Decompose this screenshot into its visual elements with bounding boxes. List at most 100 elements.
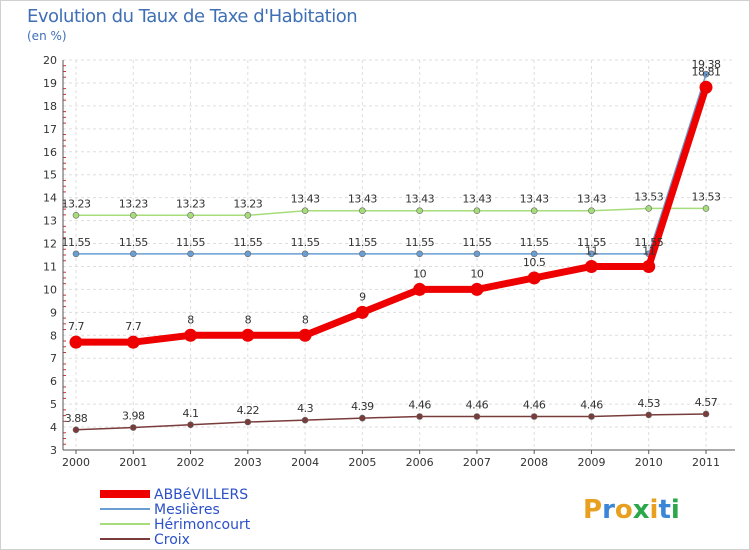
x-tick-label: 2010 (635, 456, 663, 469)
data-label: 10.5 (523, 256, 546, 269)
y-tick-label: 18 (43, 100, 57, 113)
data-point (530, 250, 538, 258)
data-point (126, 335, 140, 349)
data-label: 10 (413, 267, 426, 280)
chart-subtitle: (en %) (27, 29, 67, 43)
data-label: 11.55 (348, 236, 377, 249)
data-label: 8 (245, 313, 252, 326)
data-point (301, 250, 309, 258)
data-point (72, 250, 80, 258)
y-tick-label: 7 (50, 352, 57, 365)
data-label: 13.23 (119, 197, 148, 210)
y-tick-label: 6 (50, 375, 57, 388)
x-tick-label: 2000 (62, 456, 90, 469)
data-point (187, 421, 194, 429)
data-label: 13.23 (176, 197, 205, 210)
data-point (645, 205, 653, 212)
data-point (129, 250, 137, 258)
y-tick-label: 11 (43, 260, 57, 273)
x-tick-label: 2009 (577, 456, 605, 469)
data-point (473, 413, 481, 420)
data-label: 13.43 (462, 193, 491, 206)
data-label: 13.43 (405, 193, 434, 206)
data-point (355, 305, 369, 319)
data-label: 13.53 (692, 190, 721, 203)
data-label: 18.81 (692, 65, 721, 78)
data-point (359, 250, 366, 258)
y-tick-label: 19 (43, 77, 57, 90)
data-label: 4.53 (637, 397, 660, 410)
data-point (699, 80, 713, 94)
data-point (187, 212, 194, 219)
data-point (241, 328, 255, 342)
data-label: 4.46 (580, 399, 603, 412)
data-label: 11.55 (233, 236, 262, 249)
data-label: 13.23 (62, 197, 91, 210)
data-label: 13.23 (233, 197, 262, 210)
data-point (588, 207, 595, 215)
data-label: 10 (470, 267, 483, 280)
data-label: 9 (359, 290, 366, 303)
x-tick-label: 2007 (463, 456, 491, 469)
data-point (416, 413, 423, 420)
data-point (184, 328, 198, 342)
data-point (702, 70, 710, 78)
data-label: 13.53 (634, 190, 663, 203)
x-tick-label: 2002 (177, 456, 205, 469)
data-point (530, 207, 538, 215)
data-label: 11.55 (405, 236, 434, 249)
data-label: 11 (585, 244, 598, 257)
data-point (359, 414, 366, 422)
x-tick-label: 2008 (520, 456, 548, 469)
data-point (244, 250, 252, 258)
series-line-1 (76, 73, 707, 255)
svg-text:Proxiti: Proxiti (583, 495, 680, 525)
data-label: 7.7 (125, 320, 141, 333)
data-label: 13.43 (348, 193, 377, 206)
data-label: 3.98 (122, 410, 145, 423)
y-tick-label: 14 (43, 192, 57, 205)
data-label: 4.46 (466, 399, 489, 412)
data-point (416, 207, 423, 215)
data-point (470, 282, 484, 296)
data-point (473, 207, 481, 215)
y-tick-label: 17 (43, 123, 57, 136)
data-point (473, 250, 481, 258)
y-tick-label: 20 (43, 54, 57, 67)
data-label: 3.88 (65, 412, 88, 425)
data-point (588, 413, 595, 420)
data-label: 11.55 (634, 236, 663, 249)
y-tick-label: 12 (43, 238, 57, 251)
data-point (588, 250, 595, 258)
data-point (702, 410, 710, 418)
data-point (702, 205, 710, 212)
data-label: 11.55 (62, 236, 91, 249)
series-layer (69, 70, 713, 434)
data-label: 4.3 (297, 402, 313, 415)
grid-layer (63, 59, 735, 451)
data-label: 11.55 (577, 236, 606, 249)
data-label: 4.57 (695, 396, 718, 409)
data-point (72, 212, 80, 219)
data-point (69, 335, 83, 349)
data-point (244, 418, 252, 426)
data-label: 4.22 (237, 404, 260, 417)
y-tick-label: 3 (50, 444, 57, 457)
y-tick-label: 4 (50, 421, 57, 434)
data-label: 11.55 (119, 236, 148, 249)
y-tick-label: 9 (50, 306, 57, 319)
data-point (413, 282, 427, 296)
data-labels-layer: 7.7 7.7 8 8 8 9 10 10 10.5 11 11 18.81 11.55 11.55 11.… (62, 58, 722, 425)
data-point (645, 411, 653, 419)
data-label: 13.43 (291, 193, 320, 206)
data-label: 13.43 (577, 193, 606, 206)
data-label: 11.55 (462, 236, 491, 249)
data-point (301, 207, 309, 215)
data-label: 7.7 (68, 320, 84, 333)
legend-label-1: Meslières (154, 502, 220, 518)
series-line-3 (75, 413, 707, 431)
data-point (72, 426, 80, 434)
data-label: 4.46 (523, 399, 546, 412)
axes-layer: 3 4 5 6 7 8 9 10 11 12 13 14 15 16 17 18 19 20 2000 2001 200… (43, 54, 735, 469)
